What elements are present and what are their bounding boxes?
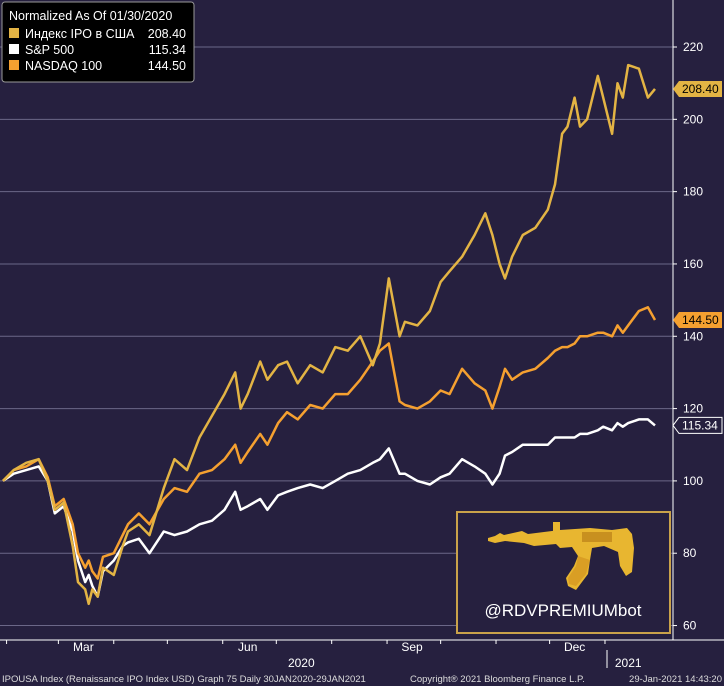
legend-swatch-0 xyxy=(9,28,19,38)
legend-series-name: Индекс IPO в США xyxy=(25,27,135,41)
legend-series-name: NASDAQ 100 xyxy=(25,59,102,73)
chart-title: Normalized As Of 01/30/2020 xyxy=(9,9,172,23)
series-line-2 xyxy=(2,306,657,580)
legend-series-value: 208.40 xyxy=(148,27,186,41)
legend: Normalized As Of 01/30/2020 Индекс IPO в… xyxy=(1,1,195,83)
last-value-badge-0 xyxy=(673,80,722,97)
golden-rifle-logo xyxy=(488,522,634,590)
last-value-label-1: 115.34 xyxy=(682,418,718,432)
legend-swatch-1 xyxy=(9,44,19,54)
legend-box xyxy=(1,1,195,83)
x-tick-label-month: Sep xyxy=(401,640,423,654)
y-tick-label: 60 xyxy=(683,619,697,633)
footer-timestamp: 29-Jan-2021 14:43:20 xyxy=(629,674,722,685)
last-value-label-0: 208.40 xyxy=(682,82,719,96)
x-tick-label-month: Jun xyxy=(238,640,257,654)
footer-source: IPOUSA Index (Renaissance IPO Index USD)… xyxy=(2,674,366,685)
y-tick-label: 100 xyxy=(683,474,703,488)
y-tick-label: 220 xyxy=(683,40,703,54)
series-lines xyxy=(2,63,657,606)
y-axis-ticks: 60 80 100 120 140 160 180 200 220 xyxy=(673,40,703,633)
series-line-0 xyxy=(2,63,656,606)
y-tick-label: 160 xyxy=(683,257,703,271)
last-value-label-2: 144.50 xyxy=(682,313,719,327)
y-tick-label: 200 xyxy=(683,112,703,126)
legend-series-value: 115.34 xyxy=(149,43,186,57)
y-tick-label: 80 xyxy=(683,546,697,560)
x-tick-label-year: 2020 xyxy=(288,656,315,670)
watermark-panel: @RDVPREMIUMbot xyxy=(456,511,671,634)
y-tick-label: 120 xyxy=(683,402,703,416)
x-tick-label-month: Dec xyxy=(564,640,585,654)
y-tick-label: 180 xyxy=(683,185,703,199)
y-tick-label: 140 xyxy=(683,329,703,343)
footer-copyright: Copyright® 2021 Bloomberg Finance L.P. xyxy=(410,674,585,685)
footer: IPOUSA Index (Renaissance IPO Index USD)… xyxy=(2,674,722,685)
last-value-badges: 208.40 115.34 144.50 xyxy=(672,80,723,434)
last-value-badge-1 xyxy=(672,416,723,434)
x-tick-label-month: Mar xyxy=(73,640,94,654)
legend-series-value: 144.50 xyxy=(148,59,186,73)
x-axis-ticks: Mar Jun Sep Dec 2020 2021 xyxy=(6,640,642,670)
x-tick-label-year: 2021 xyxy=(615,656,642,670)
legend-swatch-2 xyxy=(9,60,19,70)
watermark-handle: @RDVPREMIUMbot xyxy=(484,601,641,620)
last-value-badge-2 xyxy=(673,312,722,328)
legend-series-name: S&P 500 xyxy=(25,43,74,57)
